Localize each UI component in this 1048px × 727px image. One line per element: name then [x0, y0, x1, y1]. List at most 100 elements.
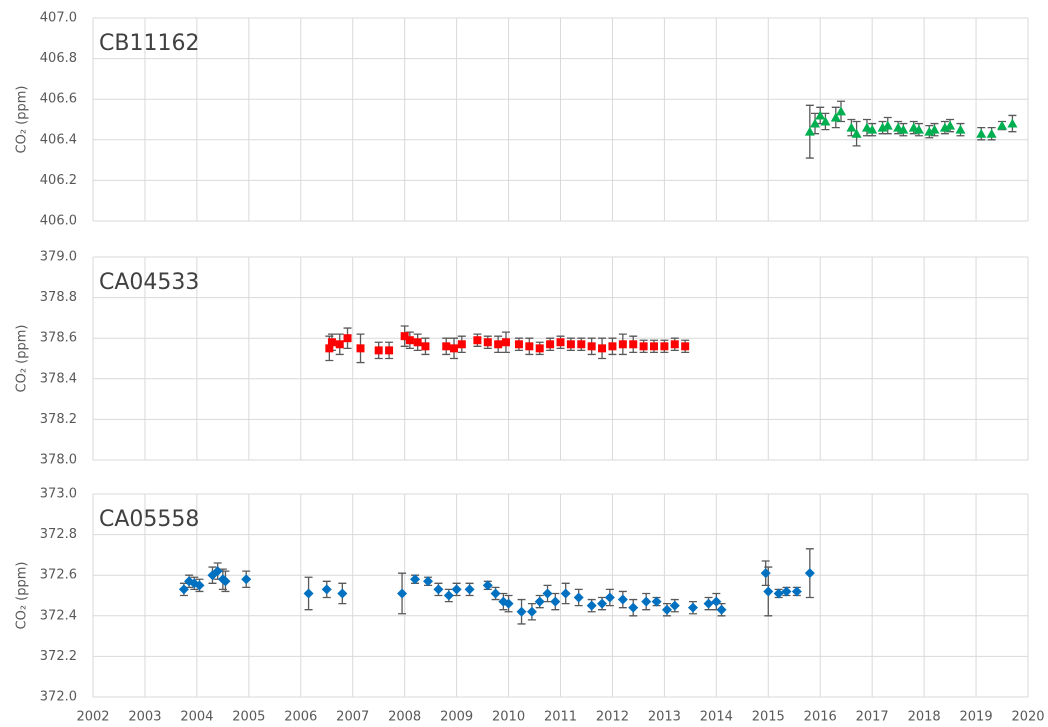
- y-tick-label: 406.0: [40, 214, 77, 229]
- marker: [483, 338, 492, 347]
- marker: [464, 584, 475, 595]
- marker: [711, 596, 722, 607]
- marker: [516, 606, 527, 617]
- marker: [629, 340, 638, 349]
- marker: [494, 340, 503, 349]
- panel-label: CB11162: [99, 31, 199, 56]
- marker: [450, 344, 459, 353]
- marker: [1007, 118, 1018, 128]
- marker: [542, 588, 553, 599]
- marker: [443, 590, 454, 601]
- marker: [867, 124, 878, 134]
- marker: [473, 336, 482, 345]
- marker: [413, 338, 422, 347]
- marker: [986, 128, 997, 138]
- marker: [669, 600, 680, 611]
- y-tick-label: 379.0: [40, 250, 77, 265]
- panel-label: CA05558: [99, 507, 199, 532]
- x-tick-label: 2016: [804, 710, 837, 725]
- marker: [846, 122, 857, 132]
- x-tick-label: 2006: [284, 710, 317, 725]
- marker: [882, 120, 893, 130]
- marker: [687, 602, 698, 613]
- y-tick-label: 372.2: [40, 649, 77, 664]
- marker: [335, 340, 344, 349]
- marker: [327, 338, 336, 347]
- marker: [241, 574, 252, 585]
- x-tick-label: 2020: [1011, 710, 1044, 725]
- marker: [681, 342, 690, 351]
- y-tick-label: 378.0: [40, 453, 77, 468]
- marker: [791, 586, 802, 597]
- y-axis-label: CO₂ (ppm): [15, 562, 30, 630]
- y-axis-label: CO₂ (ppm): [15, 86, 30, 154]
- x-tick-label: 2012: [596, 710, 629, 725]
- x-tick-label: 2011: [544, 710, 577, 725]
- marker: [442, 342, 451, 351]
- marker: [534, 596, 545, 607]
- marker: [908, 122, 919, 132]
- marker: [608, 342, 617, 351]
- y-tick-label: 406.8: [40, 51, 77, 66]
- marker: [639, 342, 648, 351]
- marker: [421, 342, 430, 351]
- y-tick-label: 372.4: [40, 608, 77, 623]
- marker: [804, 568, 815, 579]
- marker: [703, 598, 714, 609]
- marker: [810, 118, 821, 128]
- marker: [577, 340, 586, 349]
- marker: [546, 340, 555, 349]
- x-tick-label: 2013: [648, 710, 681, 725]
- marker: [851, 128, 862, 138]
- y-axis-label: CO₂ (ppm): [15, 325, 30, 393]
- marker: [650, 342, 658, 351]
- marker: [566, 340, 575, 349]
- marker: [955, 124, 966, 134]
- x-tick-label: 2002: [76, 710, 109, 725]
- marker: [343, 334, 352, 343]
- marker: [556, 338, 565, 347]
- marker: [490, 588, 501, 599]
- marker: [374, 346, 383, 355]
- y-tick-label: 372.6: [40, 568, 77, 583]
- marker: [433, 584, 444, 595]
- x-tick-label: 2010: [492, 710, 525, 725]
- marker: [397, 588, 408, 599]
- marker: [337, 588, 348, 599]
- x-tick-label: 2008: [388, 710, 421, 725]
- marker: [405, 336, 414, 345]
- y-tick-label: 373.0: [40, 487, 77, 502]
- x-tick-label: 2003: [128, 710, 161, 725]
- marker: [586, 600, 597, 611]
- marker: [220, 576, 231, 587]
- marker: [763, 586, 774, 597]
- marker: [830, 112, 841, 122]
- marker: [451, 584, 462, 595]
- marker: [628, 602, 639, 613]
- y-tick-label: 378.8: [40, 290, 77, 305]
- marker: [670, 340, 679, 349]
- x-tick-label: 2014: [700, 710, 733, 725]
- y-tick-label: 406.2: [40, 173, 77, 188]
- x-tick-label: 2019: [960, 710, 993, 725]
- marker: [526, 606, 537, 617]
- y-tick-label: 378.4: [40, 371, 77, 386]
- marker: [661, 604, 672, 615]
- marker: [893, 122, 904, 132]
- marker: [898, 124, 909, 134]
- x-tick-label: 2004: [180, 710, 213, 725]
- x-tick-label: 2009: [440, 710, 473, 725]
- y-tick-label: 372.8: [40, 527, 77, 542]
- marker: [587, 342, 596, 351]
- marker: [617, 594, 628, 605]
- marker: [604, 592, 615, 603]
- x-tick-label: 2017: [856, 710, 889, 725]
- marker: [773, 588, 784, 599]
- y-tick-label: 407.0: [40, 11, 77, 26]
- marker: [781, 586, 792, 597]
- marker: [976, 128, 987, 138]
- y-tick-label: 406.6: [40, 92, 77, 107]
- marker: [929, 124, 940, 134]
- x-tick-label: 2018: [908, 710, 941, 725]
